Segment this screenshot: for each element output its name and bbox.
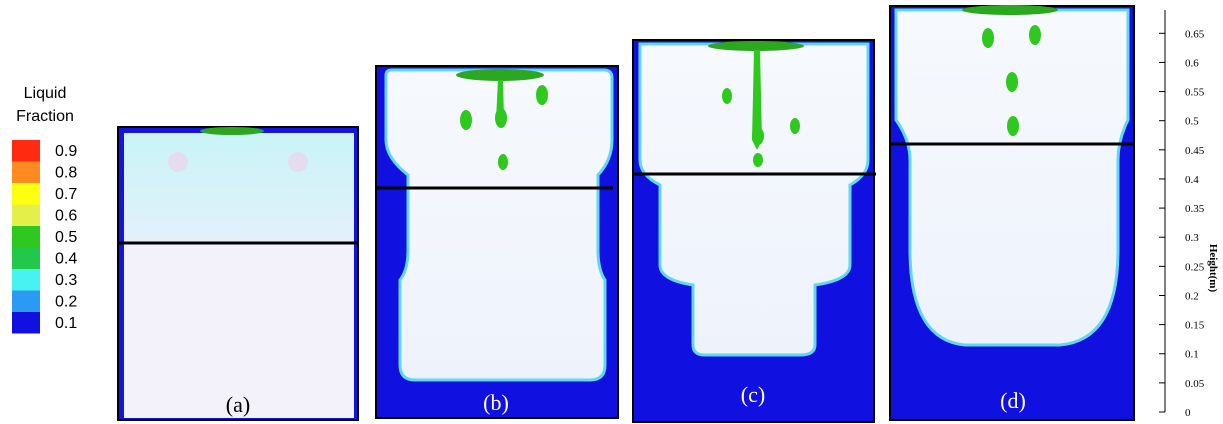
legend-swatch — [12, 248, 40, 270]
panel-d — [890, 5, 1134, 420]
tick-label: 0.65 — [1185, 28, 1205, 40]
legend-swatch — [12, 269, 40, 291]
legend-label: 0.3 — [55, 272, 77, 289]
legend-label: 0.1 — [55, 315, 77, 332]
panel-a — [118, 127, 358, 420]
panel-label: (d) — [1000, 388, 1026, 413]
tick-label: 0.5 — [1185, 116, 1199, 128]
tick-label: 0.3 — [1185, 232, 1199, 244]
panel-label: (a) — [226, 392, 250, 417]
legend-label: 0.5 — [55, 229, 77, 246]
tick-label: 0.25 — [1185, 261, 1205, 273]
legend-label: 0.9 — [55, 143, 77, 160]
axis-title: Height(m) — [1207, 244, 1219, 293]
legend-label: 0.2 — [55, 294, 77, 311]
tick-label: 0 — [1185, 407, 1191, 419]
legend: 0.9 0.8 0.7 0.6 0.5 0.4 0.3 0.2 0.1 — [12, 140, 77, 334]
tick-label: 0.2 — [1185, 290, 1199, 302]
tick-label: 0.1 — [1185, 349, 1199, 361]
panel-c — [633, 40, 876, 422]
legend-swatch — [12, 162, 40, 184]
legend-label: 0.8 — [55, 165, 77, 182]
panel-label: (c) — [741, 382, 765, 407]
legend-title: Liquid — [24, 85, 67, 102]
legend-swatch — [12, 205, 40, 227]
tick-label: 0.6 — [1185, 57, 1199, 69]
legend-label: 0.7 — [55, 186, 77, 203]
legend-swatch — [12, 291, 40, 313]
tick-label: 0.35 — [1185, 203, 1205, 215]
tick-label: 0.05 — [1185, 378, 1205, 390]
figure: Liquid Fraction 0.9 0.8 0.7 0.6 0.5 0.4 0.3 0.2… — [0, 0, 1223, 424]
legend-title: Fraction — [16, 108, 74, 125]
legend-swatch — [12, 312, 40, 334]
legend-swatch — [12, 140, 40, 162]
height-axis: 0 0.05 0.1 0.15 0.2 0.25 0.3 0.35 0.4 0.45 0.5 0.55… — [1159, 10, 1219, 419]
panel-b — [376, 66, 618, 418]
legend-swatch — [12, 183, 40, 205]
legend-label: 0.6 — [55, 208, 77, 225]
panel-label: (b) — [483, 390, 509, 415]
tick-label: 0.15 — [1185, 320, 1205, 332]
tick-label: 0.45 — [1185, 145, 1205, 157]
legend-label: 0.4 — [55, 251, 77, 268]
tick-label: 0.4 — [1185, 174, 1199, 186]
tick-label: 0.55 — [1185, 87, 1205, 99]
legend-swatch — [12, 226, 40, 248]
